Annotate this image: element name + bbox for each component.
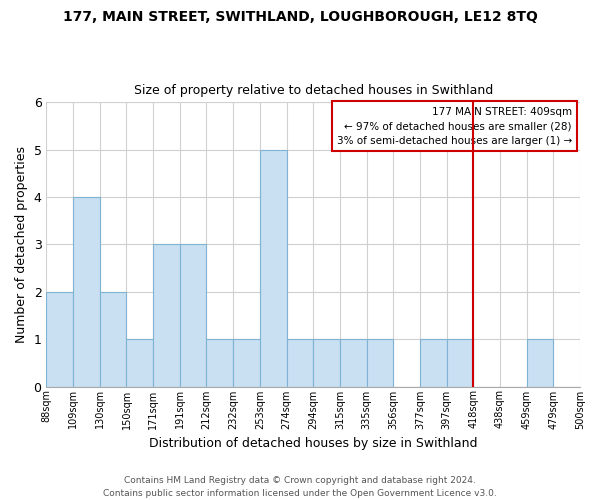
Text: Contains HM Land Registry data © Crown copyright and database right 2024.
Contai: Contains HM Land Registry data © Crown c… (103, 476, 497, 498)
Bar (180, 244, 206, 386)
Bar (206, 339, 233, 386)
Bar (153, 244, 180, 386)
Bar (446, 339, 473, 386)
Text: 177 MAIN STREET: 409sqm
← 97% of detached houses are smaller (28)
3% of semi-det: 177 MAIN STREET: 409sqm ← 97% of detache… (337, 106, 572, 146)
Bar (313, 339, 340, 386)
Y-axis label: Number of detached properties: Number of detached properties (15, 146, 28, 343)
Bar (287, 339, 313, 386)
Bar (73, 197, 100, 386)
Bar (420, 339, 446, 386)
Text: 177, MAIN STREET, SWITHLAND, LOUGHBOROUGH, LE12 8TQ: 177, MAIN STREET, SWITHLAND, LOUGHBOROUG… (62, 10, 538, 24)
Bar (367, 339, 393, 386)
Bar (233, 339, 260, 386)
Title: Size of property relative to detached houses in Swithland: Size of property relative to detached ho… (134, 84, 493, 97)
X-axis label: Distribution of detached houses by size in Swithland: Distribution of detached houses by size … (149, 437, 478, 450)
Bar (260, 150, 287, 386)
Bar (340, 339, 367, 386)
Bar (127, 339, 153, 386)
Bar (527, 339, 553, 386)
Bar (46, 292, 73, 386)
Bar (100, 292, 127, 386)
